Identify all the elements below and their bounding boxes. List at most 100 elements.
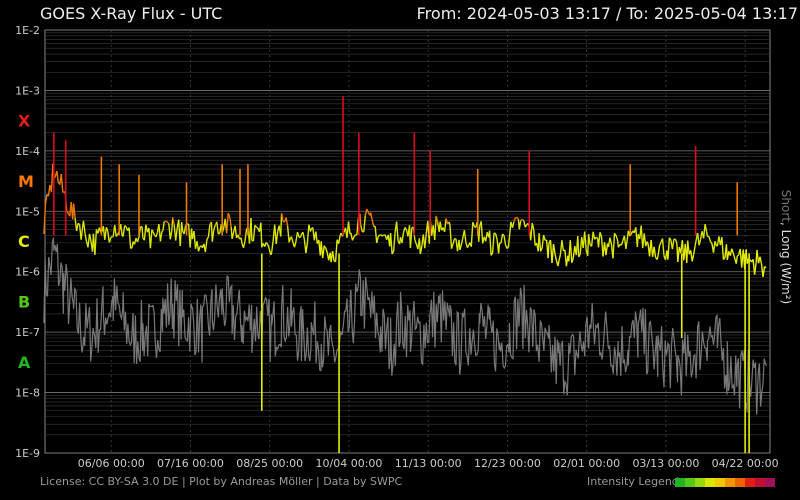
- series-segment-long: [584, 231, 587, 251]
- series-segment-long: [452, 238, 456, 245]
- y-axis-label-short: Short: [779, 189, 793, 222]
- series-segment-long: [612, 233, 616, 259]
- series-segment-long: [374, 226, 378, 243]
- series-segment-long: [104, 227, 107, 240]
- series-segment-long: [244, 229, 248, 242]
- series-segment-long: [288, 237, 292, 243]
- series-segment-long: [712, 241, 716, 253]
- plot-area: [44, 29, 771, 454]
- series-segment-long: [392, 232, 396, 252]
- series-segment-long: [599, 232, 603, 237]
- series-segment-long: [677, 247, 680, 263]
- series-segment-long: [391, 250, 395, 255]
- series-segment-long: [419, 246, 423, 255]
- series-segment-long: [472, 221, 475, 227]
- series-segment-long: [414, 240, 418, 245]
- series-segment-long: [252, 225, 256, 242]
- series-segment-long: [337, 235, 341, 244]
- series-segment-long: [609, 237, 613, 245]
- series-group: [43, 96, 768, 453]
- series-segment-long: [500, 233, 504, 244]
- series-segment-long: [105, 227, 109, 232]
- legend-swatch: [675, 478, 685, 487]
- series-segment-long: [175, 228, 178, 241]
- series-segment-long: [709, 241, 713, 245]
- y-tick-label: 1E-9: [15, 447, 40, 460]
- series-segment-long: [151, 229, 154, 232]
- series-segment-long: [401, 232, 405, 244]
- series-segment-long: [43, 204, 47, 235]
- series-segment-long: [172, 217, 175, 225]
- series-segment-long: [687, 240, 690, 255]
- series-segment-long: [347, 221, 351, 235]
- series-segment-long: [511, 221, 515, 228]
- series-segment-long: [143, 224, 147, 241]
- chart-title: GOES X-Ray Flux - UTC: [40, 4, 223, 23]
- series-segment-long: [590, 231, 594, 247]
- series-segment-long: [152, 231, 156, 236]
- series-segment-long: [658, 241, 662, 247]
- series-segment-long: [226, 213, 229, 234]
- series-segment-long: [286, 225, 290, 243]
- series-segment-long: [353, 234, 356, 238]
- series-segment-long: [77, 222, 81, 225]
- series-segment-long: [213, 224, 216, 230]
- legend-swatch: [725, 478, 735, 487]
- series-segment-long: [389, 233, 393, 255]
- series-segment-long: [296, 231, 300, 238]
- y-axis-label: Short, Long (W/m²): [779, 190, 793, 304]
- series-segment-long: [217, 232, 221, 235]
- series-segment-long: [166, 221, 170, 225]
- series-segment-long: [693, 245, 696, 255]
- series-segment-long: [290, 236, 294, 243]
- series-segment-long: [75, 223, 79, 232]
- series-segment-long: [557, 260, 560, 267]
- series-segment-long: [671, 239, 675, 250]
- series-segment-long: [44, 194, 48, 205]
- series-segment-long: [756, 249, 760, 264]
- series-segment-long: [242, 241, 246, 248]
- series-segment-long: [250, 217, 253, 241]
- series-segment-long: [197, 246, 201, 252]
- series-segment-long: [196, 241, 200, 252]
- series-segment-long: [722, 257, 726, 261]
- series-segment-long: [636, 234, 639, 247]
- series-segment-long: [502, 233, 505, 236]
- series-segment-long: [521, 218, 525, 222]
- series-segment-long: [231, 232, 235, 239]
- series-segment-long: [617, 244, 621, 248]
- x-tick-label: 02/01 00:00: [553, 457, 620, 470]
- series-segment-long: [409, 227, 413, 248]
- series-segment-long: [309, 228, 312, 232]
- series-segment-long: [491, 233, 495, 253]
- flare-class-label: A: [18, 353, 31, 372]
- y-tick-label: 1E-4: [15, 145, 40, 158]
- legend-swatch: [685, 478, 695, 487]
- series-segment-long: [708, 236, 712, 242]
- series-segment-long: [735, 256, 738, 264]
- series-segment-long: [518, 220, 522, 230]
- series-segment-long: [674, 238, 678, 244]
- series-segment-long: [569, 240, 573, 263]
- y-tick-label: 1E-8: [15, 387, 40, 400]
- series-segment-long: [325, 247, 328, 253]
- flare-class-label: B: [18, 293, 30, 312]
- series-segment-long: [169, 230, 173, 240]
- series-segment-long: [551, 243, 555, 264]
- series-segment-long: [270, 252, 273, 256]
- legend-swatch: [715, 478, 725, 487]
- flare-class-label: X: [18, 111, 31, 130]
- series-segment-long: [305, 242, 309, 254]
- series-segment-long: [605, 243, 609, 256]
- x-tick-label: 10/04 00:00: [316, 457, 383, 470]
- series-segment-long: [380, 234, 383, 237]
- series-segment-long: [762, 266, 766, 277]
- series-segment-long: [736, 254, 740, 257]
- series-segment-long: [136, 236, 140, 243]
- series-segment-long: [260, 222, 263, 248]
- series-segment-long: [503, 235, 507, 245]
- series-segment-long: [122, 225, 126, 237]
- x-tick-label: 04/22 00:00: [712, 457, 779, 470]
- series-segment-long: [183, 225, 187, 235]
- series-segment-long: [508, 221, 512, 238]
